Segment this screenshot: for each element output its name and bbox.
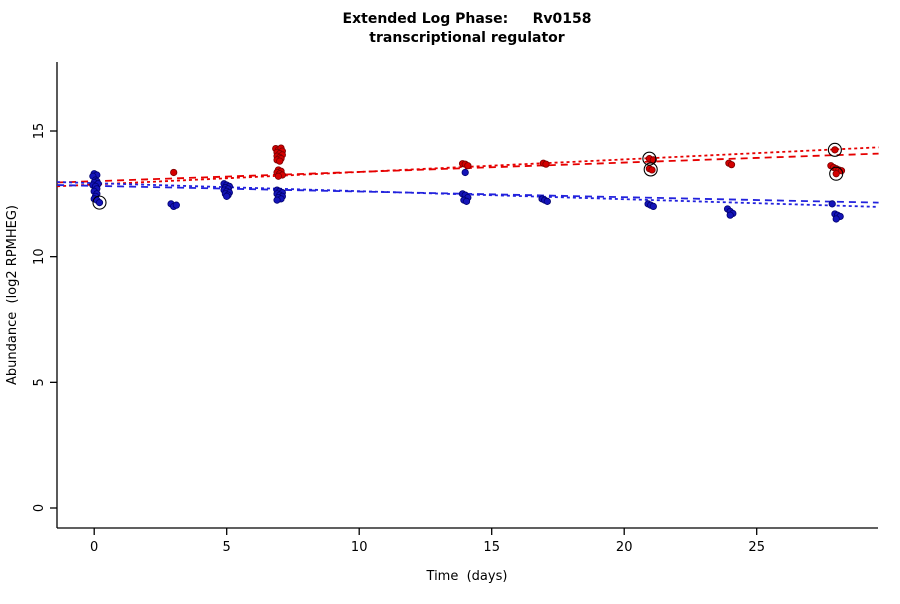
- data-point-condition-red: [832, 170, 840, 178]
- data-point-condition-blue: [223, 192, 231, 200]
- y-tick-label: 5: [32, 378, 47, 386]
- data-point-condition-red: [170, 168, 178, 177]
- x-axis-label: Time (days): [426, 569, 508, 584]
- highlight-circle: [827, 142, 842, 157]
- data-point-condition-blue: [832, 215, 840, 223]
- y-axis-label: Abundance (log2 RPMHEG): [5, 205, 20, 385]
- data-point-condition-red: [274, 172, 282, 180]
- data-point-condition-blue: [828, 200, 836, 208]
- data-point-condition-red: [727, 161, 736, 169]
- data-point-condition-blue: [273, 196, 281, 204]
- highlight-circle: [92, 195, 107, 210]
- x-tick-label: 5: [223, 540, 231, 555]
- circled-points: [92, 142, 844, 210]
- x-tick-label: 25: [748, 540, 765, 555]
- chart-subtitle: transcriptional regulator: [369, 30, 565, 46]
- data-point-condition-red: [831, 146, 839, 154]
- trend-line-condition-red: [57, 146, 879, 188]
- highlight-circle: [643, 162, 658, 177]
- data-point-condition-blue: [172, 201, 180, 209]
- y-tick-label: 0: [32, 504, 47, 512]
- data-point-condition-blue: [543, 197, 551, 205]
- x-tick-label: 10: [351, 540, 368, 555]
- data-point-condition-blue: [462, 197, 471, 205]
- axes: 0 5 10 15 20 25 0 5 10 15: [32, 62, 878, 555]
- data-point-condition-blue: [95, 199, 104, 207]
- data-point-condition-blue: [726, 211, 734, 219]
- data-point-condition-red: [648, 166, 656, 174]
- data-point-condition-blue: [649, 202, 657, 211]
- x-tick-label: 0: [90, 540, 98, 555]
- data-points: [89, 144, 846, 223]
- y-tick-label: 15: [32, 123, 47, 140]
- data-point-condition-red: [464, 162, 472, 170]
- x-tick-label: 20: [616, 540, 633, 555]
- y-tick-label: 10: [32, 248, 47, 265]
- highlight-circle: [642, 151, 657, 166]
- x-tick-label: 15: [483, 540, 500, 555]
- data-point-condition-blue: [461, 168, 469, 177]
- highlight-circle: [829, 166, 844, 181]
- data-point-condition-red: [542, 160, 550, 168]
- chart-title: Extended Log Phase: Rv0158: [343, 11, 592, 27]
- data-point-condition-red: [276, 157, 284, 165]
